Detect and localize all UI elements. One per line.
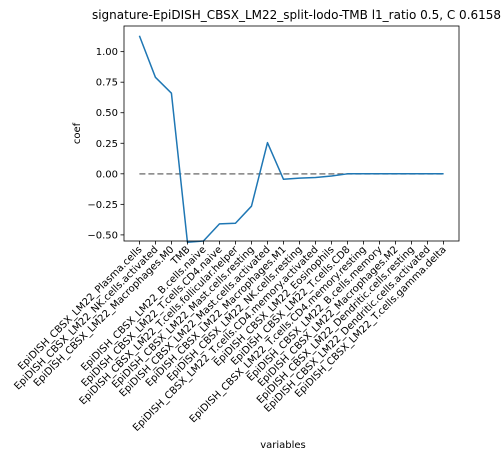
y-tick-label: 0.75 [96,78,118,89]
plot-frame [123,25,460,242]
coef-series-line [138,35,444,243]
y-tick-label: 0.00 [96,169,118,180]
plot-area [123,25,460,243]
y-tick-label: −0.25 [87,200,118,211]
y-axis-label: coef [72,122,83,144]
y-tick-label: 0.50 [96,108,118,119]
y-axis: −0.50 −0.25 0.00 0.25 0.50 0.75 1.00 [87,47,124,241]
y-tick-label: 1.00 [96,47,118,58]
y-tick-label: 0.25 [96,139,118,150]
chart-title: signature-EpiDISH_CBSX_LM22_split-lodo-T… [92,8,501,22]
x-axis-label: variables [260,440,306,451]
y-tick-label: −0.50 [87,230,118,241]
